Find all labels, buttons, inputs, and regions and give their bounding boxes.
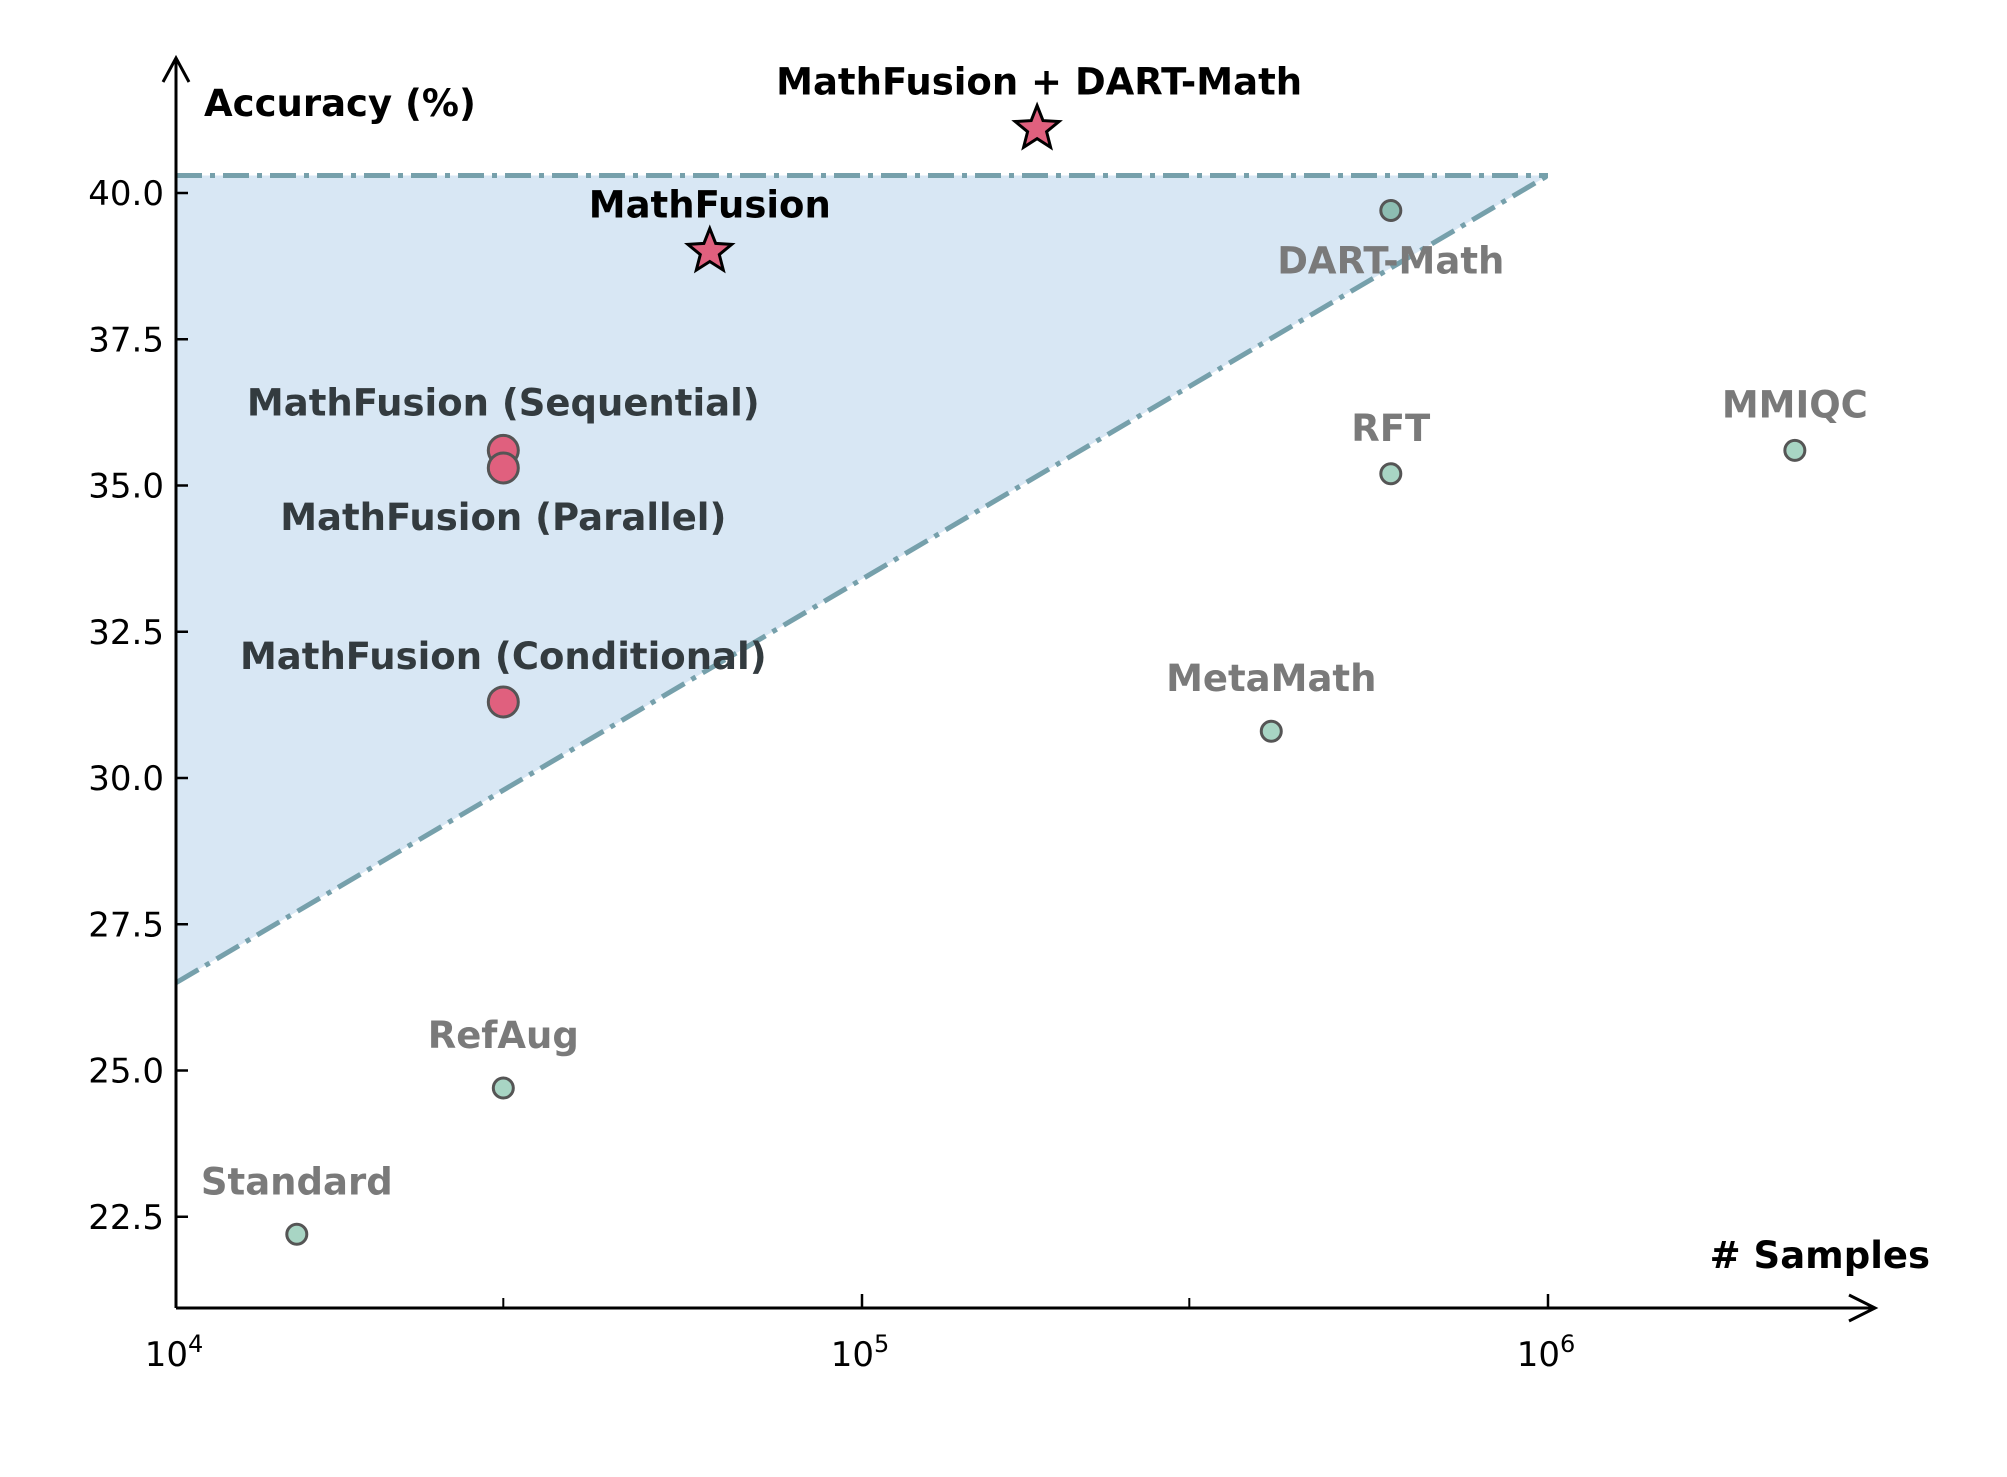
x-tick-label: 105 [831,1330,890,1375]
label-mathfusion-sequential: MathFusion (Sequential) [247,381,760,424]
label-mmiqc: MMIQC [1722,383,1868,426]
label-mathfusion-parallel: MathFusion (Parallel) [280,496,726,539]
point-rft [1379,462,1403,486]
region-slant-line [174,173,1550,985]
point-mathfusion [684,224,736,274]
label-mathfusion: MathFusion [589,184,831,227]
point-mathfusion-conditional [486,685,520,719]
label-metamath: MetaMath [1166,657,1376,700]
y-axis-title: Accuracy (%) [204,82,476,125]
point-refaug [491,1076,515,1100]
label-dart-math: DART-Math [1277,240,1504,283]
point-metamath [1259,719,1283,743]
y-axis-arrow-icon [161,54,191,83]
x-tick-label: 106 [1517,1330,1576,1375]
label-rft: RFT [1351,407,1431,450]
point-mmiqc [1783,438,1807,462]
label-standard: Standard [201,1160,393,1203]
y-tick-label: 22.5 [88,1198,164,1238]
label-mathfusion-dart-math: MathFusion + DART-Math [776,61,1302,104]
y-tick-label: 32.5 [88,613,164,653]
x-tick-label: 104 [145,1330,204,1375]
x-axis-arrow-icon [1848,1293,1879,1323]
y-tick-label: 40.0 [88,174,164,214]
label-mathfusion-conditional: MathFusion (Conditional) [240,635,767,678]
y-tick-label: 27.5 [88,905,164,945]
y-tick-label: 30.0 [88,759,164,799]
point-dart-math [1379,199,1403,223]
point-mathfusion-parallel [486,451,520,485]
point-standard [285,1222,309,1246]
point-mathfusion-dart-math [1011,101,1063,151]
label-refaug: RefAug [428,1014,579,1057]
x-axis-title: # Samples [1710,1234,1930,1277]
y-tick-label: 35.0 [88,467,164,507]
y-tick-label: 37.5 [88,320,164,360]
y-tick-label: 25.0 [88,1052,164,1092]
